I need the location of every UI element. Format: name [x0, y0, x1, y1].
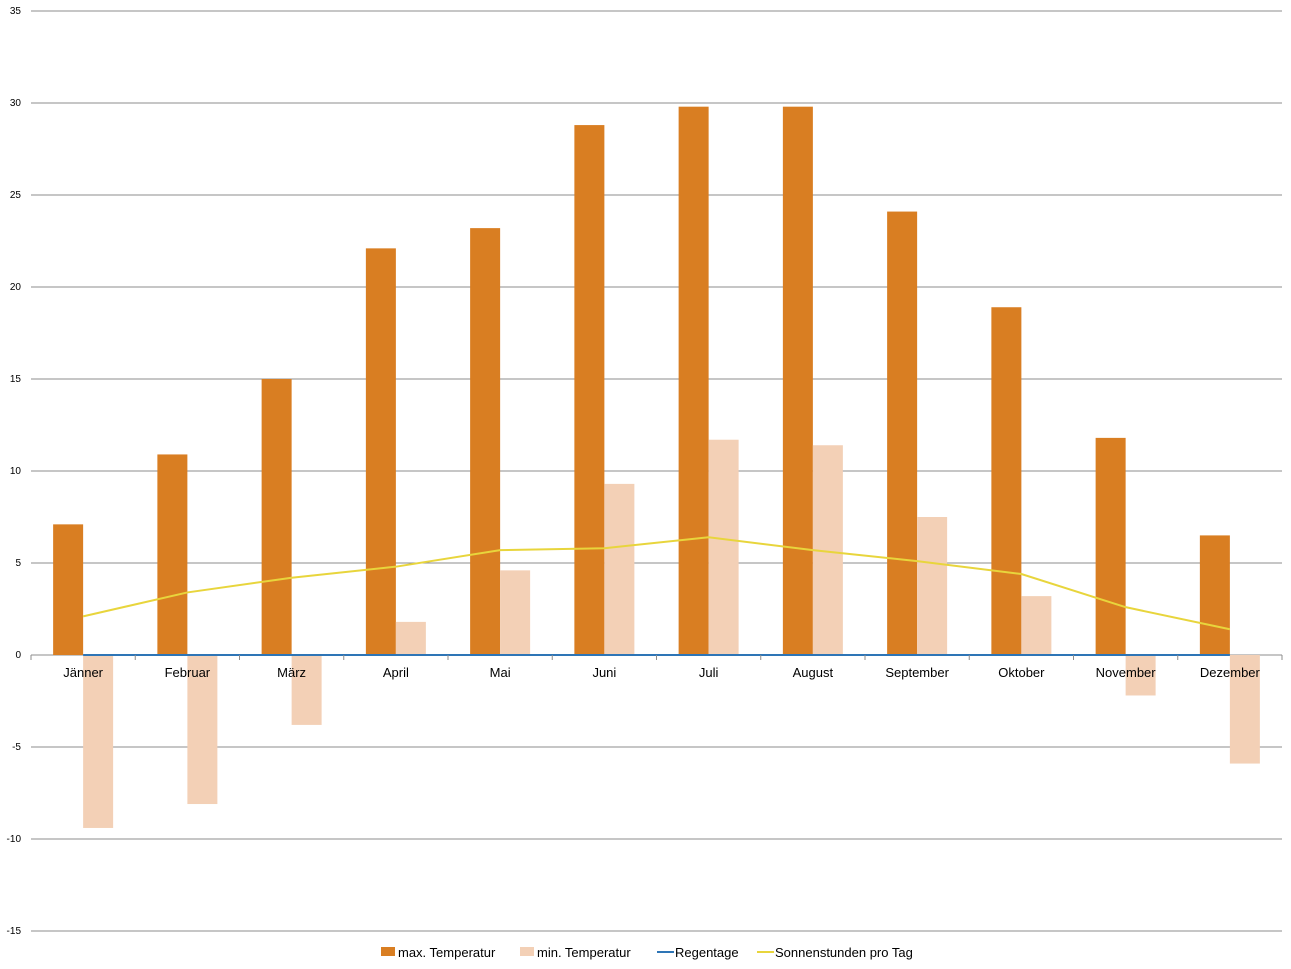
- x-category-label: Juli: [699, 665, 719, 680]
- min-temp-bar: [187, 655, 218, 805]
- x-category-label: November: [1096, 665, 1157, 680]
- y-tick-label: 15: [10, 374, 22, 385]
- x-category-label: August: [793, 665, 834, 680]
- y-tick-label: 30: [10, 98, 22, 109]
- y-tick-label: 5: [15, 558, 21, 569]
- y-tick-label: 20: [10, 282, 22, 293]
- min-temp-bar: [291, 655, 322, 725]
- x-category-label: Oktober: [998, 665, 1045, 680]
- legend-label: Sonnenstunden pro Tag: [775, 945, 913, 960]
- x-category-label: Jänner: [63, 665, 103, 680]
- y-tick-label: 0: [15, 650, 21, 661]
- y-tick-label: 25: [10, 190, 22, 201]
- legend: max. Temperatur min. Temperatur Regentage S…: [381, 945, 913, 960]
- legend-swatch: [381, 947, 395, 956]
- x-category-label: April: [383, 665, 409, 680]
- x-category-label: März: [277, 665, 306, 680]
- sonnenstunden-line: [82, 536, 1231, 631]
- min-temp-bar: [1021, 596, 1052, 655]
- min-temp-bar: [1125, 655, 1156, 696]
- y-axis: 35 30 25 20 15 10 5 0 -5 -10 -15: [7, 6, 22, 937]
- min-temp-bar: [395, 621, 426, 655]
- legend-label: max. Temperatur: [398, 945, 496, 960]
- grid-lines: [31, 10, 1282, 932]
- max-temp-bar: [1199, 535, 1230, 655]
- y-tick-label: 35: [10, 6, 22, 17]
- x-category-label: Dezember: [1200, 665, 1261, 680]
- min-temp-bar: [500, 570, 531, 655]
- y-tick-label: 10: [10, 466, 22, 477]
- max-temp-bar: [470, 228, 501, 655]
- x-category-label: Juni: [592, 665, 616, 680]
- max-temp-bar: [261, 379, 292, 655]
- max-temp-bar: [1095, 437, 1126, 655]
- x-category-label: September: [885, 665, 949, 680]
- lines: [82, 536, 1231, 656]
- x-category-label: Mai: [490, 665, 511, 680]
- max-temp-bar: [574, 125, 605, 655]
- max-temp-bar: [53, 524, 84, 655]
- max-temp-bar: [782, 106, 813, 656]
- legend-label: Regentage: [675, 945, 739, 960]
- min-temp-bar: [604, 483, 635, 655]
- max-temp-bar: [365, 248, 396, 656]
- max-temp-bar: [157, 454, 188, 655]
- x-category-label: Februar: [165, 665, 211, 680]
- bars: [53, 106, 1260, 828]
- min-temp-bar: [917, 517, 948, 655]
- legend-label: min. Temperatur: [537, 945, 631, 960]
- min-temp-bar: [708, 439, 739, 655]
- max-temp-bar: [887, 211, 918, 655]
- legend-swatch: [520, 947, 534, 956]
- max-temp-bar: [678, 106, 709, 656]
- max-temp-bar: [991, 307, 1022, 655]
- x-axis: Jänner Februar März April Mai Juni Juli August S…: [30, 655, 1283, 680]
- y-tick-label: -10: [7, 834, 22, 845]
- min-temp-bar: [83, 655, 114, 828]
- y-tick-label: -15: [7, 926, 22, 937]
- y-tick-label: -5: [12, 742, 21, 753]
- min-temp-bar: [1229, 655, 1260, 764]
